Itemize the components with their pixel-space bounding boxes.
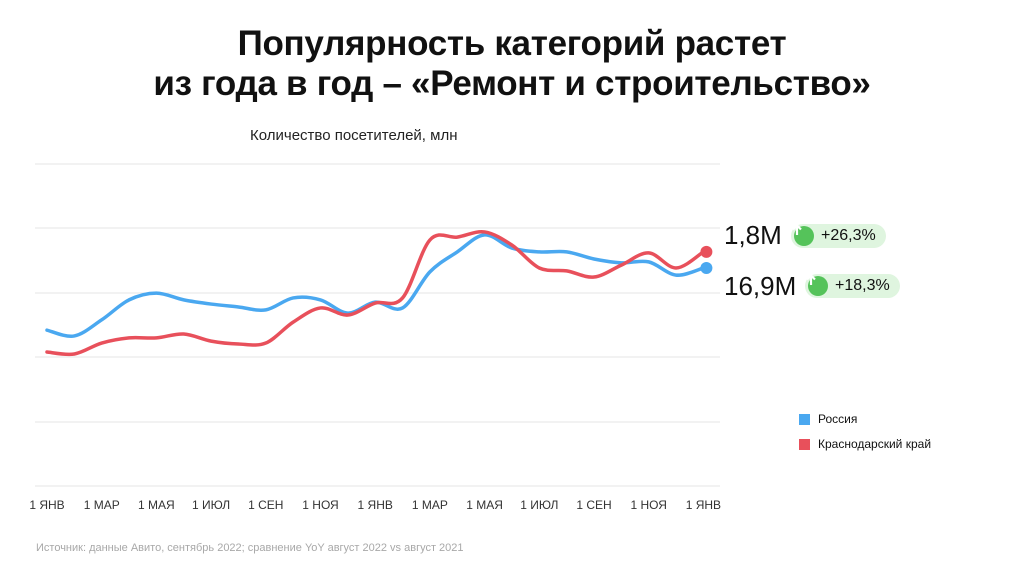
x-tick-label: 1 НОЯ (302, 498, 338, 512)
russia-value: 16,9M (724, 271, 797, 301)
legend-swatch (799, 438, 810, 450)
x-tick-label: 1 МАР (84, 498, 120, 512)
end-point (700, 245, 713, 258)
x-tick-label: 1 ЯНВ (358, 498, 393, 512)
series-lines (45, 229, 713, 357)
x-tick-label: 1 ЯНВ (29, 498, 64, 512)
title-line-1: Популярность категорий растет (237, 24, 787, 63)
russia-change: +18,3% (835, 277, 890, 294)
legend-item-russia: Россия (799, 412, 857, 426)
grid (35, 163, 720, 487)
legend-item-krasnodar: Краснодарский край (799, 437, 931, 451)
legend-label: Россия (818, 412, 858, 426)
x-tick-label: 1 ЯНВ (686, 498, 721, 512)
x-tick-label: 1 МАР (412, 498, 448, 512)
krasnodar-change-badge: +26,3% (791, 224, 886, 248)
legend-swatch (799, 413, 810, 425)
x-tick-label: 1 МАЯ (138, 498, 175, 512)
krasnodar-value: 1,8M (724, 220, 782, 250)
krasnodar-change: +26,3% (821, 227, 876, 244)
legend-label: Краснодарский край (818, 437, 932, 451)
x-tick-label: 1 СЕН (576, 498, 611, 512)
x-axis-ticks: 1 ЯНВ 1 МАР 1 МАЯ 1 ИЮЛ 1 СЕН 1 НОЯ 1 ЯНВ 1 МАР… (29, 498, 721, 512)
page-title: Популярность категорий растет из года в … (0, 24, 1024, 104)
russia-change-badge: +18,3% (805, 274, 900, 298)
arrow-up-circle-icon (792, 224, 814, 246)
x-tick-label: 1 ИЮЛ (520, 498, 558, 512)
x-tick-label: 1 ИЮЛ (192, 498, 230, 512)
chart-title: Количество посетителей, млн (250, 127, 458, 144)
x-tick-label: 1 СЕН (248, 498, 283, 512)
series-line-krasnodar (45, 229, 706, 357)
x-tick-label: 1 МАЯ (466, 498, 503, 512)
end-point (700, 262, 713, 275)
title-line-2: из года в год – «Ремонт и строительство» (153, 64, 871, 103)
series-line-russia (45, 233, 706, 338)
source-note: Источник: данные Авито, сентябрь 2022; с… (36, 542, 464, 554)
arrow-up-circle-icon (806, 274, 828, 296)
x-tick-label: 1 НОЯ (630, 498, 666, 512)
